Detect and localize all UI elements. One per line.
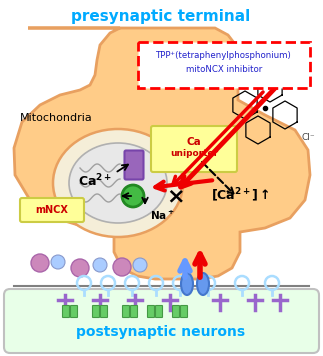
Text: mitoNCX inhibitor: mitoNCX inhibitor bbox=[186, 66, 262, 74]
Ellipse shape bbox=[181, 273, 193, 295]
Ellipse shape bbox=[197, 273, 209, 295]
Text: Mitochondria: Mitochondria bbox=[20, 113, 93, 123]
Text: mNCX: mNCX bbox=[36, 205, 68, 215]
FancyBboxPatch shape bbox=[181, 305, 187, 318]
FancyBboxPatch shape bbox=[155, 305, 162, 318]
Ellipse shape bbox=[69, 143, 167, 223]
FancyBboxPatch shape bbox=[4, 289, 319, 353]
FancyBboxPatch shape bbox=[124, 151, 143, 179]
FancyBboxPatch shape bbox=[148, 305, 154, 318]
Text: uniporter: uniporter bbox=[170, 149, 218, 158]
FancyBboxPatch shape bbox=[20, 198, 84, 222]
Circle shape bbox=[122, 185, 144, 207]
FancyBboxPatch shape bbox=[70, 305, 78, 318]
FancyBboxPatch shape bbox=[100, 305, 108, 318]
FancyBboxPatch shape bbox=[62, 305, 69, 318]
Circle shape bbox=[93, 258, 107, 272]
Text: $\mathbf{Na^+}$: $\mathbf{Na^+}$ bbox=[150, 209, 174, 221]
Text: TPP⁺(tetraphenylphosphonium): TPP⁺(tetraphenylphosphonium) bbox=[156, 51, 292, 59]
Text: postsynaptic neurons: postsynaptic neurons bbox=[77, 325, 245, 339]
Circle shape bbox=[133, 258, 147, 272]
FancyBboxPatch shape bbox=[172, 305, 180, 318]
Text: presynaptic terminal: presynaptic terminal bbox=[71, 9, 251, 23]
Text: Cl⁻: Cl⁻ bbox=[301, 134, 315, 142]
Polygon shape bbox=[14, 28, 310, 279]
FancyBboxPatch shape bbox=[151, 126, 237, 172]
FancyBboxPatch shape bbox=[122, 305, 130, 318]
Circle shape bbox=[31, 254, 49, 272]
Text: $\mathbf{Ca^{2+}}$: $\mathbf{Ca^{2+}}$ bbox=[78, 173, 112, 189]
Ellipse shape bbox=[53, 129, 183, 237]
Circle shape bbox=[51, 255, 65, 269]
Text: Ca: Ca bbox=[187, 137, 201, 147]
Text: $\mathbf{[Ca^{2+}]\uparrow}$: $\mathbf{[Ca^{2+}]\uparrow}$ bbox=[211, 186, 269, 204]
Circle shape bbox=[71, 259, 89, 277]
Circle shape bbox=[113, 258, 131, 276]
FancyBboxPatch shape bbox=[92, 305, 99, 318]
FancyBboxPatch shape bbox=[138, 42, 310, 88]
FancyBboxPatch shape bbox=[130, 305, 138, 318]
Text: $\mathbf{\times}$: $\mathbf{\times}$ bbox=[166, 187, 184, 207]
